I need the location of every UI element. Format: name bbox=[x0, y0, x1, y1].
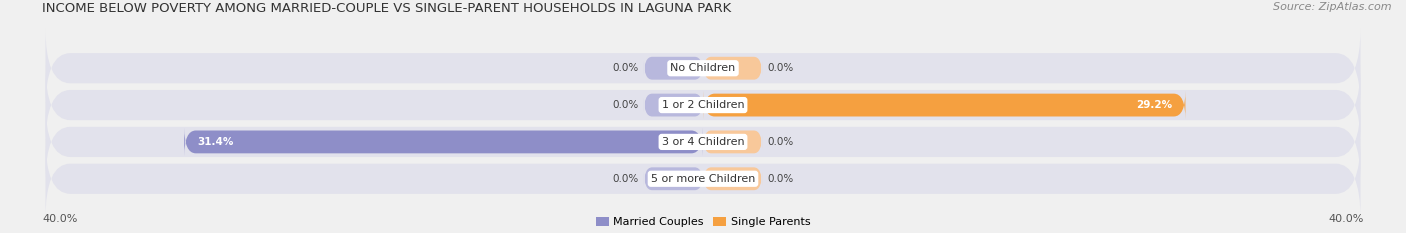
FancyBboxPatch shape bbox=[45, 139, 1361, 219]
Text: 0.0%: 0.0% bbox=[613, 174, 638, 184]
Text: 40.0%: 40.0% bbox=[1329, 214, 1364, 224]
Legend: Married Couples, Single Parents: Married Couples, Single Parents bbox=[596, 217, 810, 227]
FancyBboxPatch shape bbox=[703, 91, 1185, 120]
Text: 31.4%: 31.4% bbox=[197, 137, 233, 147]
FancyBboxPatch shape bbox=[45, 102, 1361, 182]
Text: 0.0%: 0.0% bbox=[768, 174, 793, 184]
Text: INCOME BELOW POVERTY AMONG MARRIED-COUPLE VS SINGLE-PARENT HOUSEHOLDS IN LAGUNA : INCOME BELOW POVERTY AMONG MARRIED-COUPL… bbox=[42, 2, 731, 15]
Text: 29.2%: 29.2% bbox=[1136, 100, 1173, 110]
FancyBboxPatch shape bbox=[644, 94, 703, 116]
Text: 0.0%: 0.0% bbox=[768, 63, 793, 73]
FancyBboxPatch shape bbox=[184, 127, 703, 156]
Text: 0.0%: 0.0% bbox=[613, 63, 638, 73]
FancyBboxPatch shape bbox=[703, 130, 762, 153]
Text: No Children: No Children bbox=[671, 63, 735, 73]
FancyBboxPatch shape bbox=[703, 57, 762, 80]
Text: 40.0%: 40.0% bbox=[42, 214, 77, 224]
FancyBboxPatch shape bbox=[644, 167, 703, 190]
Text: Source: ZipAtlas.com: Source: ZipAtlas.com bbox=[1274, 2, 1392, 12]
Text: 0.0%: 0.0% bbox=[768, 137, 793, 147]
Text: 1 or 2 Children: 1 or 2 Children bbox=[662, 100, 744, 110]
Text: 5 or more Children: 5 or more Children bbox=[651, 174, 755, 184]
FancyBboxPatch shape bbox=[45, 28, 1361, 108]
FancyBboxPatch shape bbox=[703, 167, 762, 190]
FancyBboxPatch shape bbox=[45, 65, 1361, 145]
Text: 0.0%: 0.0% bbox=[613, 100, 638, 110]
Text: 3 or 4 Children: 3 or 4 Children bbox=[662, 137, 744, 147]
FancyBboxPatch shape bbox=[644, 57, 703, 80]
